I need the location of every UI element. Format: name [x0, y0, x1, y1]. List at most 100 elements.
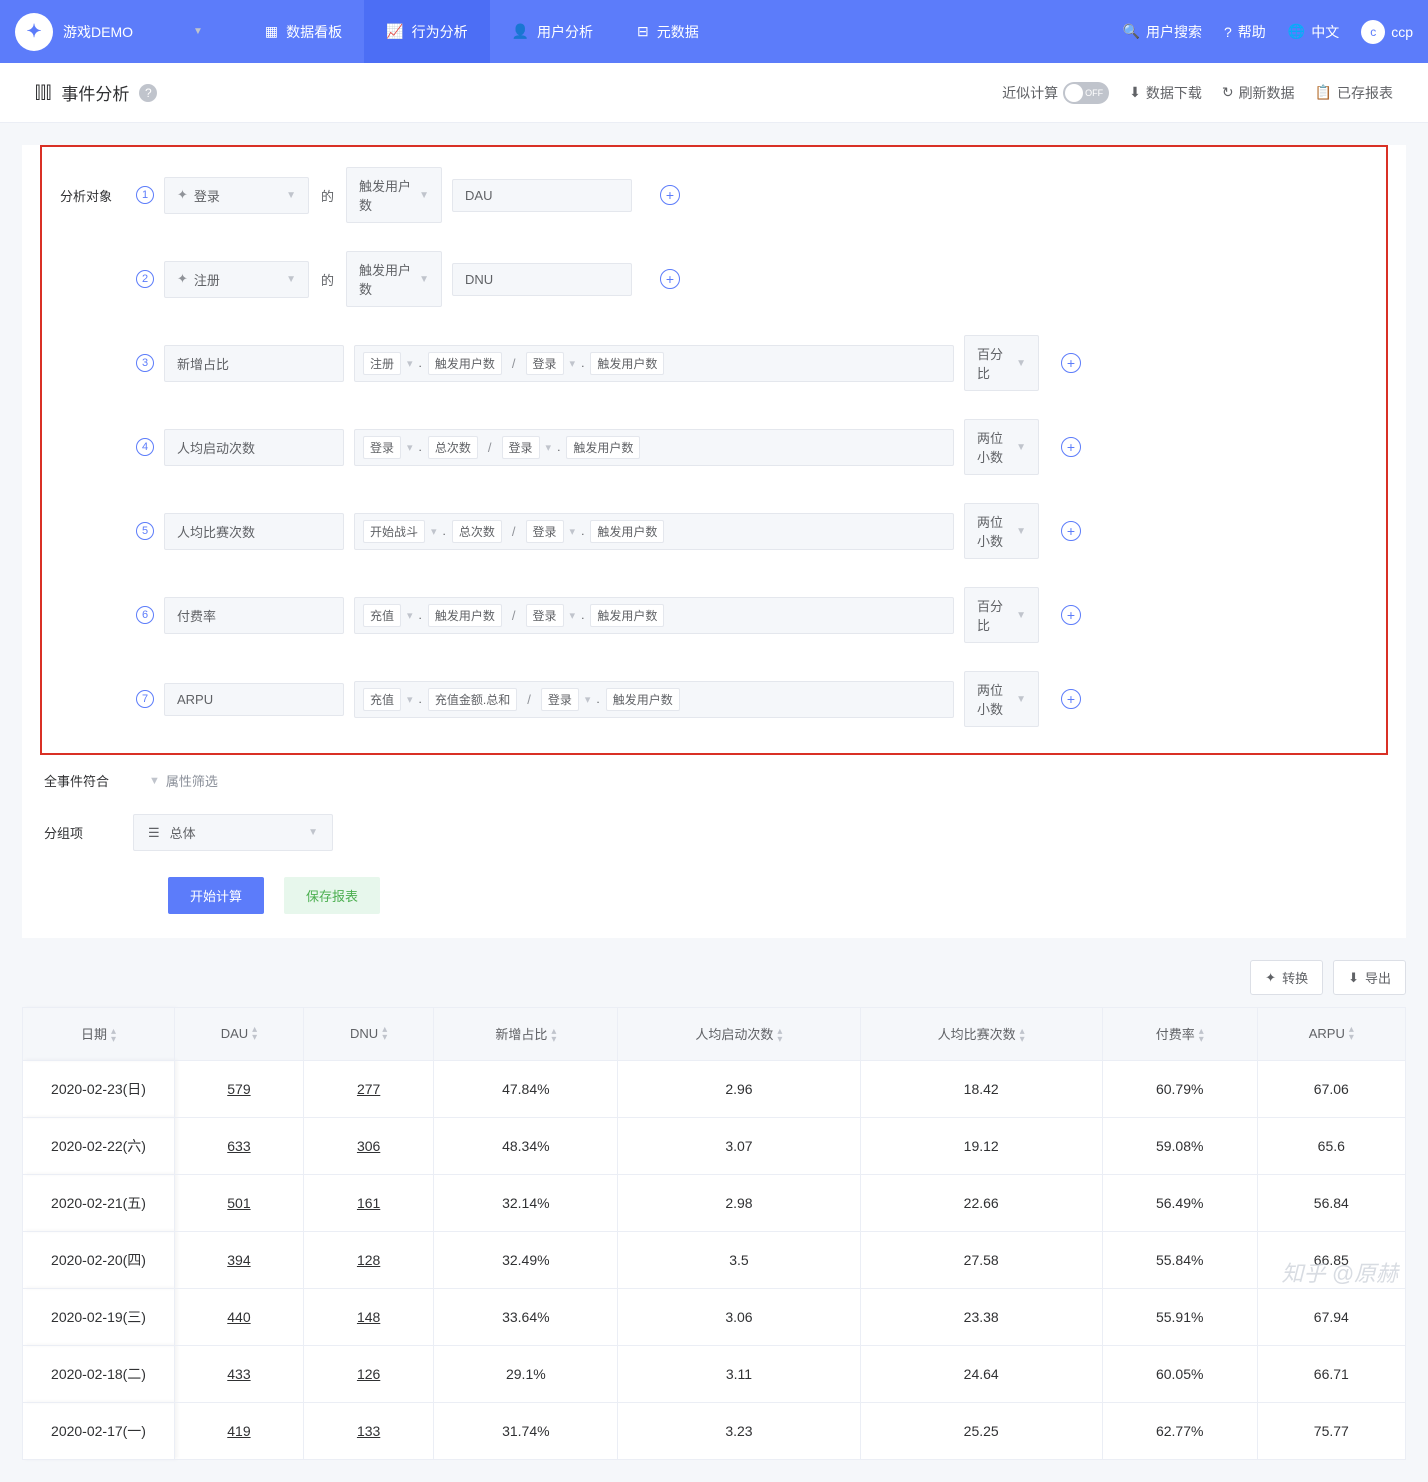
- funnel-icon[interactable]: ▾: [570, 357, 576, 370]
- formula-box[interactable]: 注册▾.触发用户数/登录▾.触发用户数: [354, 345, 954, 382]
- export-button[interactable]: ⬇导出: [1333, 960, 1406, 995]
- start-calc-button[interactable]: 开始计算: [168, 877, 264, 914]
- alias-input[interactable]: DAU: [452, 179, 632, 212]
- calc-name-input[interactable]: 付费率: [164, 597, 344, 634]
- cell-link[interactable]: 128: [303, 1231, 433, 1288]
- cell-link[interactable]: 419: [175, 1402, 304, 1459]
- cell-link[interactable]: 133: [303, 1402, 433, 1459]
- column-header[interactable]: 人均启动次数▴▾: [618, 1008, 860, 1061]
- logo-icon[interactable]: ✦: [15, 13, 53, 51]
- lang-switch[interactable]: 🌐中文: [1288, 22, 1339, 42]
- sort-icon[interactable]: ▴▾: [551, 1028, 556, 1044]
- formula-event[interactable]: 登录: [526, 520, 564, 543]
- formula-event[interactable]: 充值: [363, 604, 401, 627]
- format-select[interactable]: 百分比▼: [964, 587, 1039, 643]
- nav-users[interactable]: 👤 用户分析: [490, 0, 615, 63]
- formula-metric[interactable]: 触发用户数: [590, 604, 664, 627]
- formula-event[interactable]: 登录: [526, 352, 564, 375]
- refresh-data[interactable]: ↻刷新数据: [1222, 83, 1295, 103]
- help-link[interactable]: ?帮助: [1224, 22, 1266, 42]
- formula-metric[interactable]: 触发用户数: [606, 688, 680, 711]
- formula-metric[interactable]: 触发用户数: [566, 436, 640, 459]
- cell-link[interactable]: 277: [303, 1060, 433, 1117]
- formula-box[interactable]: 开始战斗▾.总次数/登录▾.触发用户数: [354, 513, 954, 550]
- sort-icon[interactable]: ▴▾: [111, 1028, 116, 1044]
- download-data[interactable]: ⬇数据下载: [1129, 83, 1202, 103]
- column-header[interactable]: 人均比赛次数▴▾: [860, 1008, 1102, 1061]
- sort-icon[interactable]: ▴▾: [1199, 1028, 1204, 1044]
- formula-event[interactable]: 登录: [502, 436, 540, 459]
- formula-metric[interactable]: 触发用户数: [428, 352, 502, 375]
- save-report-button[interactable]: 保存报表: [284, 877, 380, 914]
- formula-event[interactable]: 注册: [363, 352, 401, 375]
- event-select[interactable]: ✦注册▼: [164, 261, 309, 298]
- formula-event[interactable]: 开始战斗: [363, 520, 425, 543]
- formula-event[interactable]: 登录: [541, 688, 579, 711]
- formula-metric[interactable]: 触发用户数: [590, 352, 664, 375]
- cell-link[interactable]: 148: [303, 1288, 433, 1345]
- add-button[interactable]: +: [1061, 689, 1081, 709]
- group-select[interactable]: ☰总体 ▼: [133, 814, 333, 851]
- cell-link[interactable]: 579: [175, 1060, 304, 1117]
- cell-link[interactable]: 394: [175, 1231, 304, 1288]
- project-selector[interactable]: 游戏DEMO ▼: [63, 22, 203, 42]
- calc-name-input[interactable]: ARPU: [164, 683, 344, 716]
- nav-dashboard[interactable]: ▦ 数据看板: [243, 0, 364, 63]
- sort-icon[interactable]: ▴▾: [252, 1026, 257, 1042]
- saved-reports[interactable]: 📋已存报表: [1315, 83, 1393, 103]
- formula-event[interactable]: 充值: [363, 688, 401, 711]
- cell-link[interactable]: 161: [303, 1174, 433, 1231]
- formula-metric[interactable]: 总次数: [452, 520, 502, 543]
- calc-name-input[interactable]: 新增占比: [164, 345, 344, 382]
- sort-icon[interactable]: ▴▾: [1349, 1026, 1354, 1042]
- user-search[interactable]: 🔍用户搜索: [1123, 22, 1202, 42]
- funnel-icon[interactable]: ▾: [431, 525, 437, 538]
- alias-input[interactable]: DNU: [452, 263, 632, 296]
- cell-link[interactable]: 433: [175, 1345, 304, 1402]
- formula-box[interactable]: 充值▾.充值金额.总和/登录▾.触发用户数: [354, 681, 954, 718]
- formula-metric[interactable]: 充值金额.总和: [428, 688, 517, 711]
- column-header[interactable]: DNU▴▾: [303, 1008, 433, 1061]
- formula-metric[interactable]: 总次数: [428, 436, 478, 459]
- column-header[interactable]: 新增占比▴▾: [434, 1008, 618, 1061]
- funnel-icon[interactable]: ▾: [546, 441, 552, 454]
- formula-metric[interactable]: 触发用户数: [590, 520, 664, 543]
- convert-button[interactable]: ✦转换: [1250, 960, 1323, 995]
- format-select[interactable]: 两位小数▼: [964, 503, 1039, 559]
- nav-metadata[interactable]: ⊟ 元数据: [615, 0, 721, 63]
- add-button[interactable]: +: [1061, 605, 1081, 625]
- add-button[interactable]: +: [660, 269, 680, 289]
- add-button[interactable]: +: [1061, 437, 1081, 457]
- funnel-icon[interactable]: ▾: [407, 441, 413, 454]
- cell-link[interactable]: 633: [175, 1117, 304, 1174]
- format-select[interactable]: 百分比▼: [964, 335, 1039, 391]
- funnel-icon[interactable]: ▾: [407, 693, 413, 706]
- add-button[interactable]: +: [1061, 521, 1081, 541]
- approx-toggle[interactable]: OFF: [1063, 82, 1109, 104]
- event-select[interactable]: ✦登录▼: [164, 177, 309, 214]
- add-button[interactable]: +: [660, 185, 680, 205]
- funnel-icon[interactable]: ▾: [570, 609, 576, 622]
- formula-box[interactable]: 登录▾.总次数/登录▾.触发用户数: [354, 429, 954, 466]
- funnel-icon[interactable]: ▾: [407, 357, 413, 370]
- formula-event[interactable]: 登录: [526, 604, 564, 627]
- column-header[interactable]: ARPU▴▾: [1257, 1008, 1405, 1061]
- calc-name-input[interactable]: 人均启动次数: [164, 429, 344, 466]
- funnel-icon[interactable]: ▾: [407, 609, 413, 622]
- sort-icon[interactable]: ▴▾: [1020, 1028, 1025, 1044]
- cell-link[interactable]: 306: [303, 1117, 433, 1174]
- nav-behavior[interactable]: 📈 行为分析: [364, 0, 489, 63]
- funnel-icon[interactable]: ▾: [570, 525, 576, 538]
- user-menu[interactable]: cccp: [1361, 20, 1413, 44]
- format-select[interactable]: 两位小数▼: [964, 671, 1039, 727]
- cell-link[interactable]: 440: [175, 1288, 304, 1345]
- calc-name-input[interactable]: 人均比赛次数: [164, 513, 344, 550]
- cell-link[interactable]: 126: [303, 1345, 433, 1402]
- column-header[interactable]: DAU▴▾: [175, 1008, 304, 1061]
- formula-metric[interactable]: 触发用户数: [428, 604, 502, 627]
- format-select[interactable]: 两位小数▼: [964, 419, 1039, 475]
- property-filter[interactable]: ▼ 属性筛选: [149, 771, 218, 790]
- column-header[interactable]: 日期▴▾: [23, 1008, 175, 1061]
- funnel-icon[interactable]: ▾: [585, 693, 591, 706]
- metric-select[interactable]: 触发用户数▼: [346, 167, 442, 223]
